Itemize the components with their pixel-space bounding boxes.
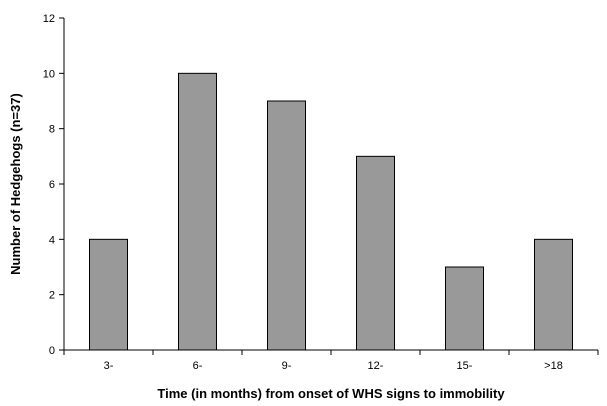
bar->18 bbox=[534, 238, 573, 351]
bar-6- bbox=[178, 72, 217, 351]
bar-12- bbox=[356, 155, 395, 351]
y-tick-label: 2 bbox=[49, 290, 55, 302]
y-tick-label: 8 bbox=[49, 124, 55, 136]
x-tick-label: 12- bbox=[368, 360, 384, 372]
axes bbox=[59, 17, 599, 355]
x-tick-label: 9- bbox=[282, 360, 292, 372]
bar-15- bbox=[445, 266, 484, 351]
y-tick-label: 6 bbox=[49, 179, 55, 191]
bars bbox=[89, 72, 573, 351]
bar-9- bbox=[267, 100, 306, 351]
bar-3- bbox=[89, 238, 128, 351]
x-tick-label: 15- bbox=[457, 360, 473, 372]
x-axis-title: Time (in months) from onset of WHS signs… bbox=[157, 386, 505, 401]
x-tick-label: 3- bbox=[104, 360, 114, 372]
x-tick-label: >18 bbox=[544, 360, 563, 372]
x-tick-labels: 3- 6- 9- 12- 15- >18 bbox=[104, 360, 563, 372]
y-tick-label: 10 bbox=[43, 68, 55, 80]
y-axis-title: Number of Hedgehogs (n=37) bbox=[8, 93, 23, 275]
y-tick-label: 12 bbox=[43, 13, 55, 25]
x-tick-label: 6- bbox=[193, 360, 203, 372]
y-tick-label: 0 bbox=[49, 345, 55, 357]
y-tick-label: 4 bbox=[49, 234, 55, 246]
y-tick-labels: 0 2 4 6 8 10 12 bbox=[43, 13, 55, 357]
